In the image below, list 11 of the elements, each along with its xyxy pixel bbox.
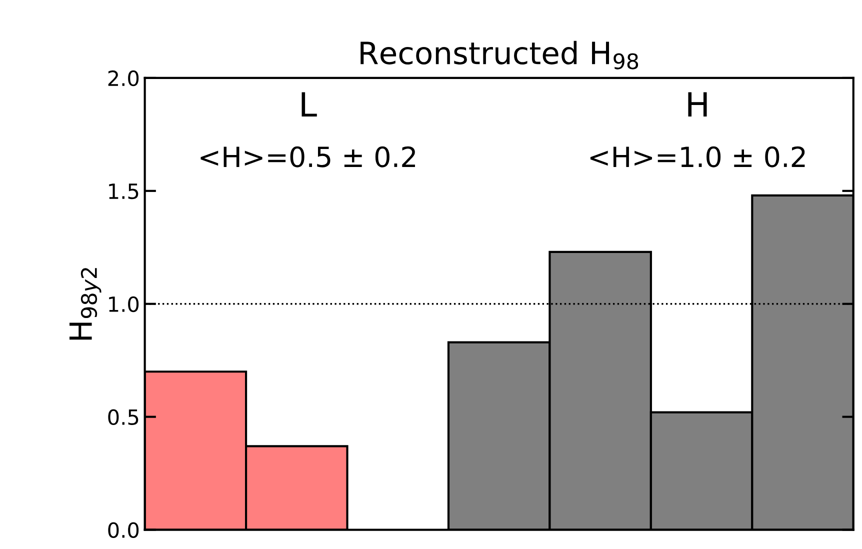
annotation: L [302,92,317,117]
annotation: <H>=0.5 ± 0.2 [200,146,415,168]
y-axis-title: H$_{98y2}$ [69,268,102,340]
y-tick-label: 1.0 [109,296,139,312]
y-tick-label: 0.0 [108,522,139,538]
y-tick-label: 1.5 [109,184,138,200]
annotation: <H>=1.0 ± 0.2 [590,146,805,168]
y-tick-label: 0.5 [108,409,138,426]
annotation: H [688,92,707,117]
chart-title: Reconstructed H$_{98}$ [360,40,638,70]
y-tick-label: 2.0 [108,70,139,86]
